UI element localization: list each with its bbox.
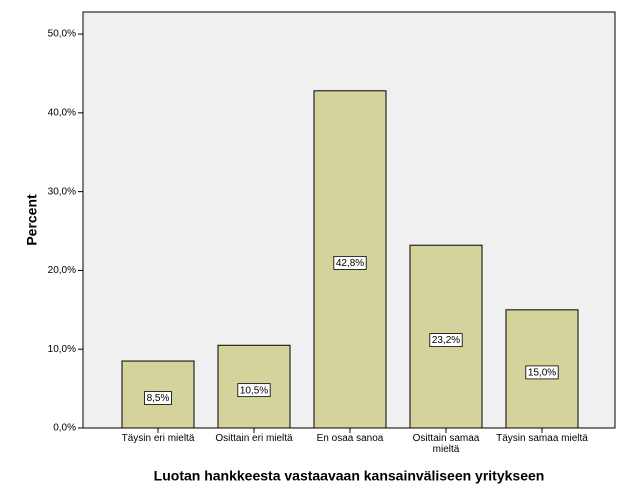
value-label: 8,5% xyxy=(147,393,170,404)
value-label-box xyxy=(525,365,559,380)
value-label-group: 15,0% xyxy=(525,365,559,380)
value-label: 15,0% xyxy=(528,368,556,379)
y-tick-label: 50,0% xyxy=(48,29,76,40)
y-tick-label: 20,0% xyxy=(48,265,76,276)
y-axis-label: Percent xyxy=(24,194,40,246)
value-label: 10,5% xyxy=(240,385,268,396)
value-label-box xyxy=(429,333,463,348)
y-tick-label: 0,0% xyxy=(53,423,76,434)
y-tick-label: 40,0% xyxy=(48,107,76,118)
x-tick-label-box: Osittain eri mieltä xyxy=(215,433,293,444)
x-tick-label-box: Osittain samaa mieltä xyxy=(412,433,480,455)
value-label-group: 42,8% xyxy=(333,255,367,270)
x-tick-label-box: En osaa sanoa xyxy=(316,433,384,444)
x-tick-label: Täysin samaa mieltä xyxy=(496,433,588,444)
value-label-box xyxy=(333,255,367,270)
value-label-box xyxy=(144,391,172,405)
x-tick-label: En osaa sanoa xyxy=(316,433,384,444)
x-tick-label-box: Täysin samaa mieltä xyxy=(496,433,588,444)
y-tick-label: 30,0% xyxy=(48,186,76,197)
x-tick-label: Osittain eri mieltä xyxy=(215,433,293,444)
x-tick-label: Osittain samaa mieltä xyxy=(412,433,480,455)
value-label: 42,8% xyxy=(336,258,364,269)
value-label-group: 8,5% xyxy=(144,391,172,405)
value-label-group: 10,5% xyxy=(237,383,271,398)
value-label-group: 23,2% xyxy=(429,333,463,348)
x-tick-label: Täysin eri mieltä xyxy=(121,433,195,444)
value-label: 23,2% xyxy=(432,335,460,346)
x-tick-label-box: Täysin eri mieltä xyxy=(121,433,195,444)
value-label-box xyxy=(237,383,271,398)
x-axis-label: Luotan hankkeesta vastaavaan kansainväli… xyxy=(154,468,545,484)
y-tick-label: 10,0% xyxy=(48,344,76,355)
